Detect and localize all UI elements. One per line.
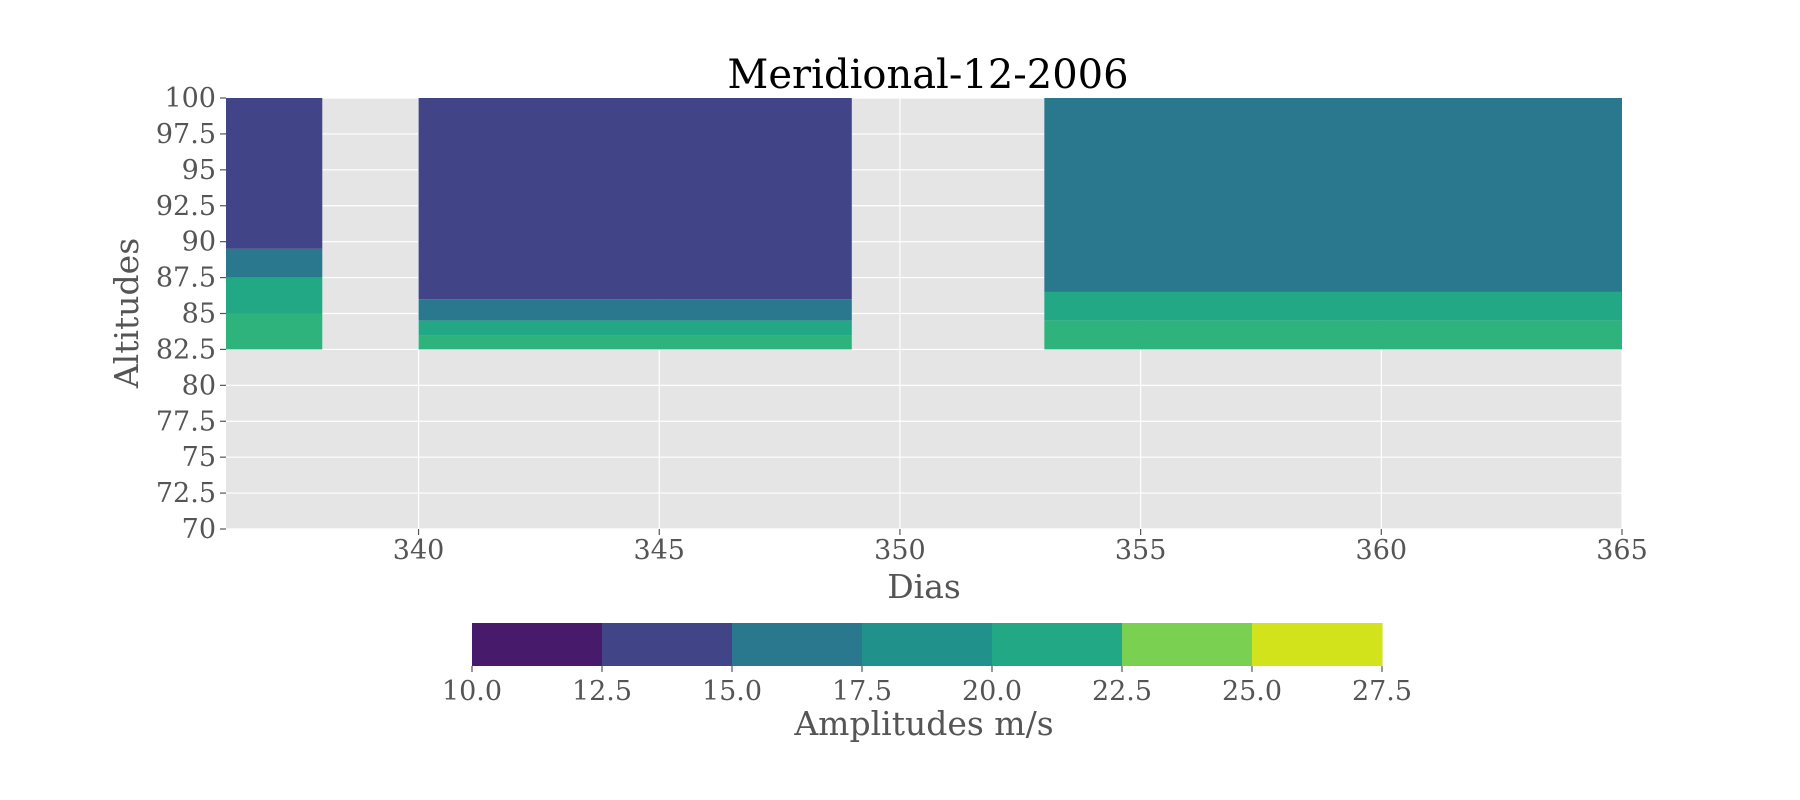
y-tick-label: 70 [182,514,216,545]
x-tick-label: 365 [1596,535,1648,566]
x-tick-label: 355 [1115,535,1167,566]
data-block [226,98,323,350]
colorbar: 10.0 12.5 15.0 17.5 20.0 22.5 25.0 27.5 [442,623,1412,707]
x-axis-label: Dias [887,567,961,606]
y-tick-label: 90 [182,227,216,258]
colorbar-segment [732,623,863,666]
contour-band [1044,291,1622,321]
colorbar-segment [472,623,603,666]
data-block [418,98,852,350]
colorbar-label: Amplitudes m/s [793,704,1053,743]
contour-band [418,320,852,336]
contour-band [226,98,323,249]
colorbar-segment [1252,623,1383,666]
data-blocks [226,98,1622,350]
y-axis: 100 97.5 95 92.5 90 87.5 85 82.5 80 77.5 75 72.5 70 [156,83,226,545]
colorbar-tick-label: 27.5 [1352,676,1412,707]
x-tick-label: 345 [633,535,685,566]
plot-area [226,97,1623,530]
colorbar-tick-label: 15.0 [702,676,762,707]
y-tick-label: 87.5 [156,263,216,294]
chart-title: Meridional-12-2006 [727,52,1128,98]
colorbar-tick-label: 25.0 [1222,676,1282,707]
contour-band [418,335,852,350]
x-tick-label: 360 [1356,535,1408,566]
y-tick-label: 95 [182,155,216,186]
x-axis: 340 345 350 355 360 365 [393,529,1648,566]
y-tick-label: 100 [164,83,216,114]
colorbar-segment [602,623,733,666]
colorbar-tick-label: 12.5 [572,676,632,707]
colorbar-segment [992,623,1123,666]
data-block [1044,98,1622,350]
contour-band [418,98,852,300]
y-tick-label: 75 [182,442,216,473]
colorbar-tick-label: 10.0 [442,676,502,707]
y-axis-label: Altitudes [107,238,146,389]
y-tick-label: 85 [182,299,216,330]
colorbar-tick-label: 20.0 [962,676,1022,707]
x-tick-label: 340 [393,535,445,566]
colorbar-segment [1122,623,1253,666]
x-tick-label: 350 [874,535,926,566]
y-tick-label: 77.5 [156,406,216,437]
contour-band [1044,320,1622,350]
contour-band [226,248,323,278]
contour-band [418,299,852,321]
y-tick-label: 92.5 [156,191,216,222]
colorbar-tick-label: 17.5 [832,676,892,707]
contour-band [1044,98,1622,292]
y-tick-label: 80 [182,370,216,401]
contour-band [226,313,323,350]
y-tick-label: 72.5 [156,478,216,509]
y-tick-label: 82.5 [156,334,216,365]
y-tick-label: 97.5 [156,119,216,150]
colorbar-tick-label: 22.5 [1092,676,1152,707]
contour-band [226,277,323,314]
colorbar-segment [862,623,993,666]
